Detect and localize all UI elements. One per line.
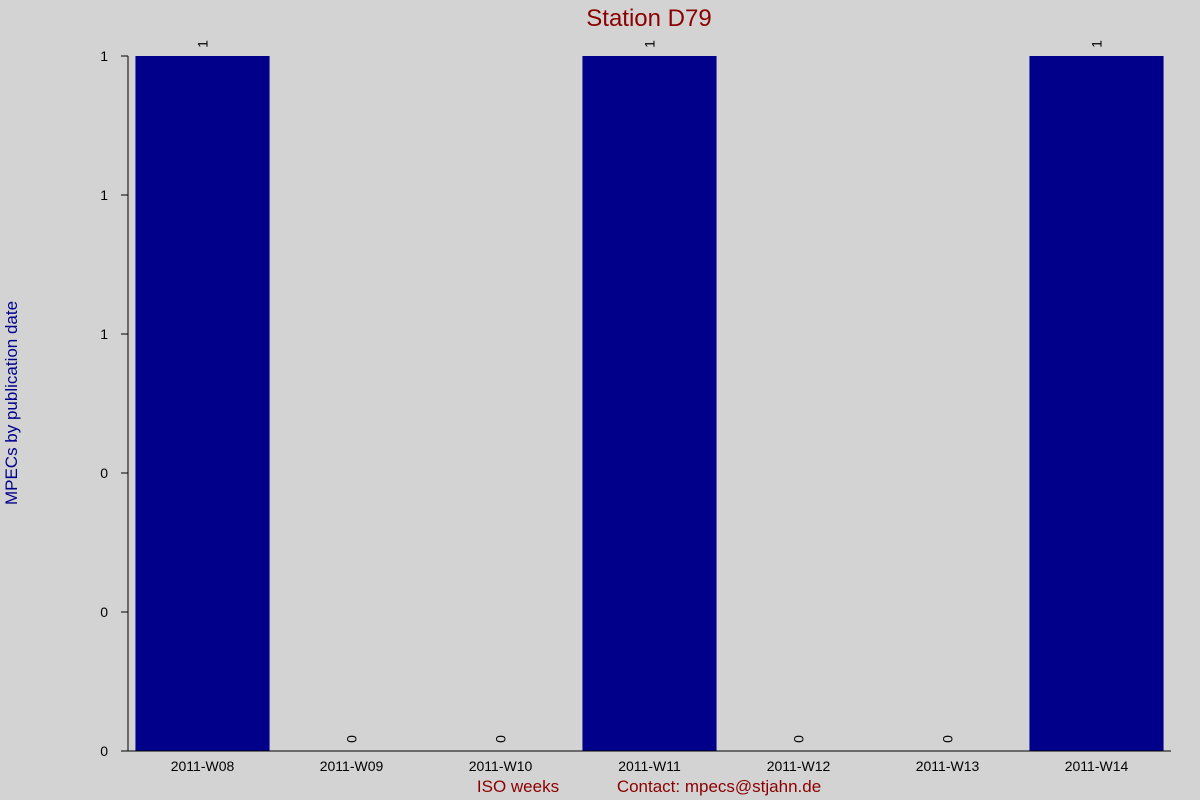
bar-value-label: 1: [195, 40, 211, 48]
x-axis-title: ISO weeks: [477, 777, 559, 796]
contact-note: Contact: mpecs@stjahn.de: [617, 777, 821, 796]
x-tick-label: 2011-W10: [469, 758, 533, 774]
y-tick-label: 1: [100, 48, 108, 64]
x-tick-label: 2011-W12: [767, 758, 831, 774]
bar: [135, 56, 270, 751]
bar-value-label: 0: [344, 735, 360, 743]
bar-value-label: 0: [940, 735, 956, 743]
x-tick-label: 2011-W13: [916, 758, 980, 774]
y-tick-label: 0: [100, 465, 108, 481]
x-tick-label: 2011-W09: [320, 758, 384, 774]
chart-title: Station D79: [586, 5, 711, 32]
y-tick-label: 1: [100, 326, 108, 342]
x-tick-label: 2011-W11: [618, 758, 681, 774]
y-tick-label: 1: [100, 187, 108, 203]
y-axis-title: MPECs by publication date: [2, 301, 21, 505]
bar-value-label: 0: [791, 735, 807, 743]
plot-area: 1 0 0 1 0 0 1 0 0 0 1 1 1 2011-W08 2011-W09 2011-W10 201…: [100, 40, 1171, 774]
x-tick-label: 2011-W08: [171, 758, 235, 774]
x-tick-label: 2011-W14: [1065, 758, 1129, 774]
y-tick-label: 0: [100, 743, 108, 759]
bar-value-label: 1: [642, 40, 658, 48]
y-tick-label: 0: [100, 604, 108, 620]
bar: [1029, 56, 1164, 751]
bar-value-label: 1: [1089, 40, 1105, 48]
bar-value-label: 0: [493, 735, 509, 743]
bar: [582, 56, 717, 751]
